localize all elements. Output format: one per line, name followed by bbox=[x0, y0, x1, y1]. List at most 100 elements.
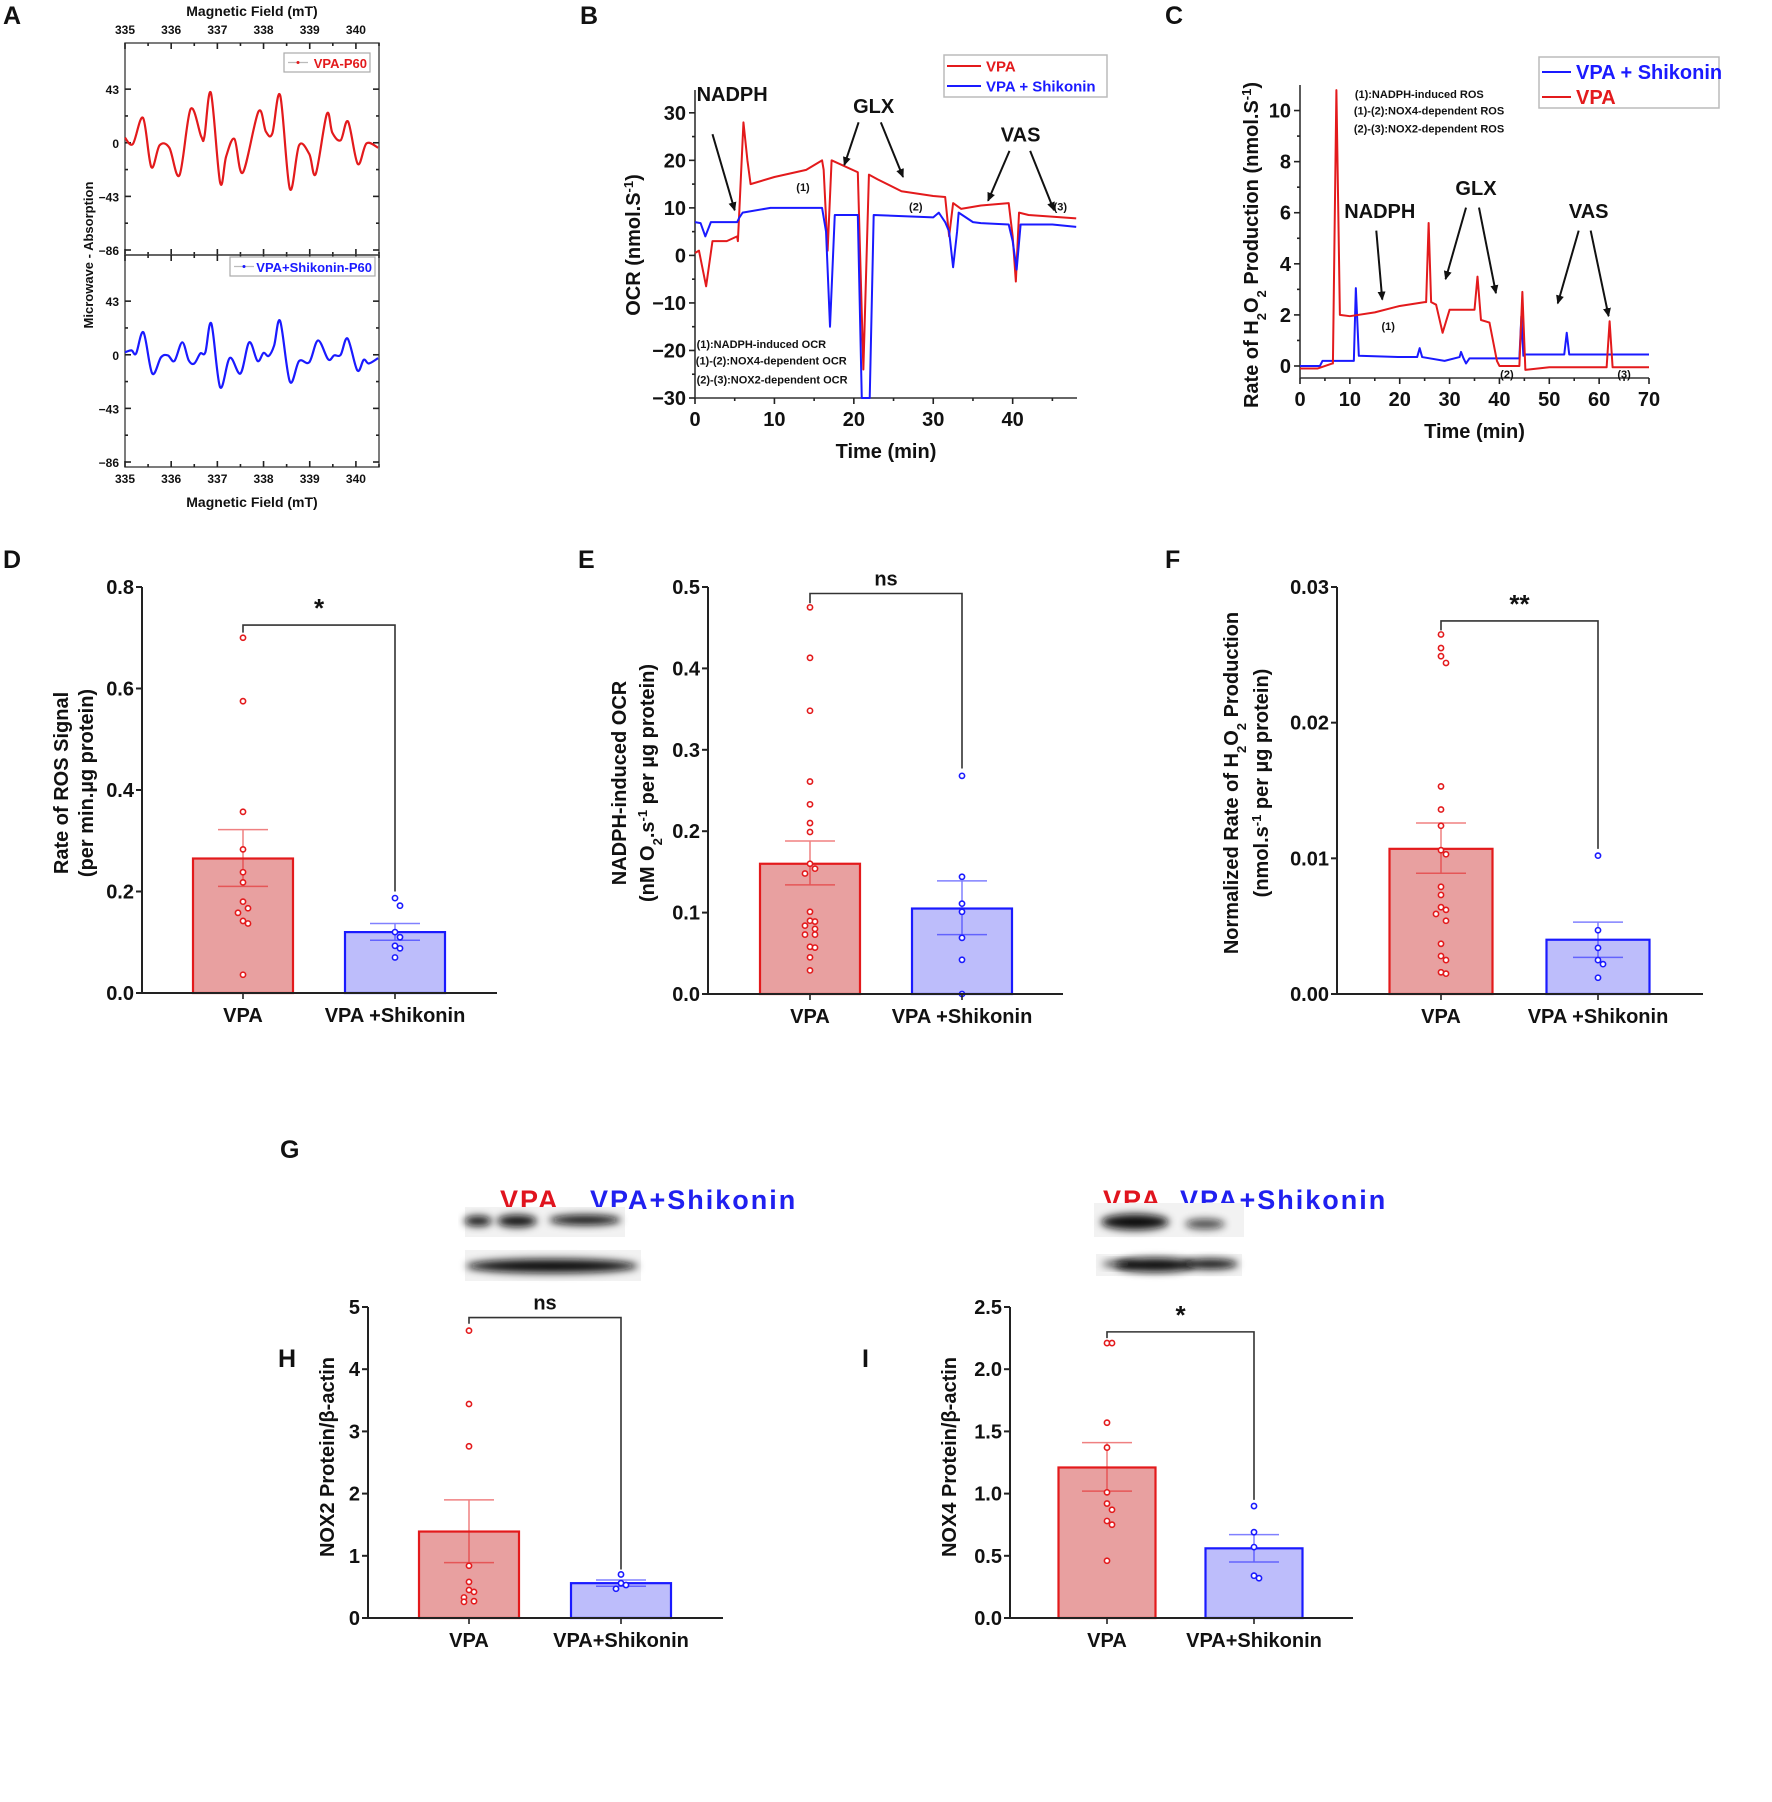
significance-bracket: ** bbox=[1440, 589, 1599, 849]
significance-bracket: ns bbox=[468, 1293, 622, 1570]
data-point bbox=[806, 860, 814, 868]
data-point bbox=[806, 778, 814, 785]
category-label: VPA+Shikonin bbox=[553, 1630, 689, 1652]
annotation-arrow bbox=[1029, 150, 1055, 212]
y-tick-label: 1 bbox=[349, 1546, 360, 1568]
y-tick-label: 0.6 bbox=[106, 679, 134, 701]
y-tick-label: 0.01 bbox=[1290, 848, 1329, 870]
data-point bbox=[396, 944, 404, 952]
x-tick-label: 10 bbox=[763, 409, 785, 431]
annotation-arrow bbox=[879, 121, 905, 178]
data-point bbox=[1108, 1339, 1116, 1347]
data-point bbox=[1442, 917, 1450, 925]
legend-label: VPA + Shikonin bbox=[1576, 62, 1722, 84]
legend-marker bbox=[296, 61, 300, 64]
x-axis-title-top: Magnetic Field (mT) bbox=[186, 3, 317, 19]
annotation-arrow bbox=[1478, 207, 1499, 295]
data-point bbox=[239, 917, 247, 925]
annotation-label: NADPH bbox=[1344, 201, 1415, 223]
plot-frame bbox=[124, 254, 380, 468]
x-tick-label-bottom: 340 bbox=[346, 472, 366, 486]
panel-label-E: E bbox=[578, 546, 595, 574]
loading-control-band-strip bbox=[1096, 1254, 1242, 1276]
y-tick-label: 0.00 bbox=[1290, 984, 1329, 1006]
annotation-label: VAS bbox=[1001, 124, 1041, 146]
category-label: VPA+Shikonin bbox=[1186, 1630, 1322, 1652]
y-axis-title: NOX2 Protein/β-actin bbox=[317, 1357, 339, 1557]
data-point bbox=[1250, 1572, 1258, 1580]
x-tick-label: 30 bbox=[922, 409, 944, 431]
data-point bbox=[801, 870, 809, 877]
y-tick-label: 0.1 bbox=[672, 903, 700, 925]
x-tick-label-top: 336 bbox=[161, 23, 181, 37]
data-point bbox=[1437, 822, 1445, 830]
data-point bbox=[1442, 906, 1450, 914]
data-point bbox=[1250, 1528, 1258, 1536]
data-point bbox=[1108, 1506, 1116, 1514]
panel-label-C: C bbox=[1165, 2, 1183, 30]
y-axis-title-line: Normalized Rate of H bbox=[1221, 753, 1243, 954]
data-point bbox=[1437, 846, 1445, 854]
y-tick-label: 6 bbox=[1280, 203, 1291, 225]
data-point bbox=[811, 918, 819, 925]
loading-control-band-strip bbox=[465, 1250, 641, 1281]
data-point bbox=[1594, 852, 1602, 860]
data-point bbox=[244, 920, 252, 927]
y-axis-title-subscript: 2 bbox=[1234, 746, 1249, 753]
chart-C: 0 2 4 6 8 10 0 10 20 30 40 50 60 70 Time (min) (1):NADP… bbox=[1239, 56, 1722, 443]
annotation-label: GLX bbox=[1455, 178, 1497, 200]
y-tick-label: 0.8 bbox=[106, 577, 134, 599]
x-tick-label: 20 bbox=[1389, 389, 1411, 411]
bar-vpa-shikonin bbox=[343, 930, 447, 995]
x-tick-label: 60 bbox=[1588, 389, 1610, 411]
data-point bbox=[1103, 1488, 1111, 1496]
series-line-vpa bbox=[124, 91, 379, 191]
y-tick-label: 0 bbox=[349, 1608, 360, 1630]
y-axis-title-line: .s bbox=[637, 821, 659, 838]
data-point bbox=[470, 1597, 478, 1605]
y-tick-label: 0.2 bbox=[106, 882, 134, 904]
y-tick-label: 0.2 bbox=[672, 821, 700, 843]
y-tick-label: 8 bbox=[1280, 152, 1291, 174]
significance-bracket: * bbox=[242, 593, 396, 892]
annotation-label: (2)-(3):NOX2-dependent ROS bbox=[1354, 123, 1504, 135]
data-point bbox=[1599, 960, 1607, 968]
annotation-label: (1):NADPH-induced ROS bbox=[1355, 89, 1484, 101]
data-point bbox=[806, 800, 814, 808]
y-axis-title-part: ) bbox=[1241, 82, 1263, 89]
protein-band bbox=[1101, 1214, 1169, 1230]
y-axis-title-line: (per min.µg protein) bbox=[76, 689, 98, 877]
plot-frame bbox=[124, 42, 380, 256]
data-point bbox=[617, 1571, 625, 1578]
data-point bbox=[1250, 1502, 1258, 1510]
x-axis-title: Time (min) bbox=[836, 441, 937, 463]
data-point bbox=[806, 603, 814, 611]
data-point bbox=[234, 909, 242, 917]
y-tick-label: 10 bbox=[1269, 101, 1291, 123]
data-point bbox=[806, 828, 814, 836]
data-point bbox=[958, 934, 966, 942]
data-point bbox=[1437, 883, 1445, 891]
bracket-line bbox=[1440, 620, 1599, 849]
epr-top-pane: 43 0 −43 −86 VPA-P60 bbox=[99, 42, 380, 258]
series-line-vpa bbox=[1300, 89, 1649, 371]
y-axis-title-line: NADPH-induced OCR bbox=[609, 680, 631, 885]
annotation-label: GLX bbox=[853, 96, 895, 118]
data-point bbox=[1437, 903, 1445, 911]
annotation-label: (2)-(3):NOX2-dependent OCR bbox=[697, 375, 848, 387]
data-point bbox=[465, 1562, 473, 1570]
x-tick-label-top: 340 bbox=[346, 23, 366, 37]
data-point bbox=[391, 894, 399, 902]
y-axis-title-end: ) bbox=[623, 174, 645, 181]
y-axis-title-superscript: -1 bbox=[1249, 815, 1264, 827]
data-point bbox=[1594, 926, 1602, 934]
data-point bbox=[396, 933, 404, 941]
series-line-vpa bbox=[694, 121, 1077, 371]
category-label: VPA +Shikonin bbox=[1528, 1006, 1669, 1028]
data-point bbox=[1437, 806, 1445, 813]
annotation-arrow bbox=[843, 122, 860, 167]
x-tick-label-bottom: 339 bbox=[300, 472, 320, 486]
x-axis-title: Time (min) bbox=[1424, 421, 1525, 443]
x-tick-label: 10 bbox=[1339, 389, 1361, 411]
legend-box bbox=[283, 52, 371, 73]
